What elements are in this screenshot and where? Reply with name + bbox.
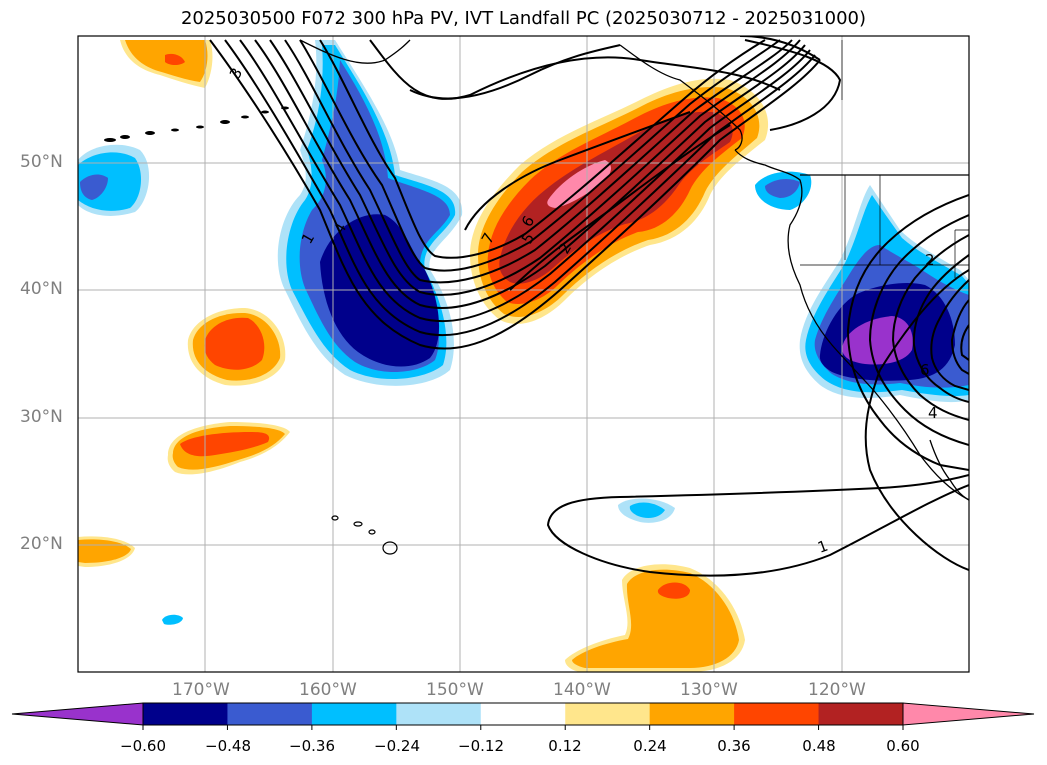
state-borders [800,40,969,278]
colorbar-segment [311,703,397,725]
pv-anomaly-fill [78,40,969,672]
positive-anomaly-15n-mid [572,569,739,668]
lon-label-130w: 130°W [680,680,738,700]
lat-label-40n: 40°N [20,279,63,299]
positive-anomaly-mid-core [204,317,265,370]
us-west-coastline [734,149,969,501]
ivt-contours [209,36,969,577]
positive-anomaly-28n-core [180,432,270,457]
hawaiian-islands [331,515,398,555]
colorbar [11,702,1035,730]
positive-anomaly-ne-strong [499,111,733,284]
negative-anomaly-tiny [162,614,183,625]
gridlines [78,36,969,672]
colorbar-tick-label: 0.36 [717,737,751,755]
contour-label: 2 [925,251,935,269]
positive-anomaly-ne-peak [547,160,612,208]
colorbar-segment [565,703,651,725]
colorbar-segment [143,703,228,725]
colorbar-tick-label: −0.36 [289,737,335,755]
negative-anomaly-west-core [80,174,108,200]
negative-anomaly-wa-core [765,178,800,198]
colorbar-segment [227,703,313,725]
colorbar-segment [734,703,820,725]
positive-anomaly-north-core [165,53,185,65]
colorbar-segment [396,703,482,725]
colorbar-segment [649,703,735,725]
colorbar-segment [480,703,566,725]
colorbar-segment [818,703,904,725]
colorbar-extend-high [902,702,1035,726]
lon-label-150w: 150°W [426,680,484,700]
colorbar-frame [142,702,904,726]
lat-label-20n: 20°N [20,534,63,554]
contour-label: 4 [928,404,938,422]
contour-label: 6 [920,361,930,379]
colorbar-tick-label: 0.12 [548,737,582,755]
colorbar-extend-low [11,702,144,726]
colorbar-tick-label: 0.60 [886,737,920,755]
colorbar-tick-label: 0.24 [633,737,667,755]
colorbar-tick-label: −0.12 [458,737,504,755]
positive-anomaly-15n-core [657,582,690,599]
lon-label-120w: 120°W [808,680,866,700]
colorbar-tick-label: −0.48 [205,737,251,755]
figure-title: 2025030500 F072 300 hPa PV, IVT Landfall… [180,8,867,29]
colorbar-tick-label: −0.60 [120,737,166,755]
map-frame [77,35,970,673]
lon-label-170w: 170°W [172,680,230,700]
lat-label-50n: 50°N [20,152,63,172]
map-panel: 3 1 4 7 5 6 2 1 2 6 4 [78,36,969,672]
lon-label-140w: 140°W [553,680,611,700]
colorbar-tick-label: −0.24 [374,737,420,755]
negative-anomaly-south-core [629,502,665,518]
colorbar-tick-label: 0.48 [802,737,836,755]
lon-label-160w: 160°W [299,680,357,700]
lat-label-30n: 30°N [20,407,63,427]
